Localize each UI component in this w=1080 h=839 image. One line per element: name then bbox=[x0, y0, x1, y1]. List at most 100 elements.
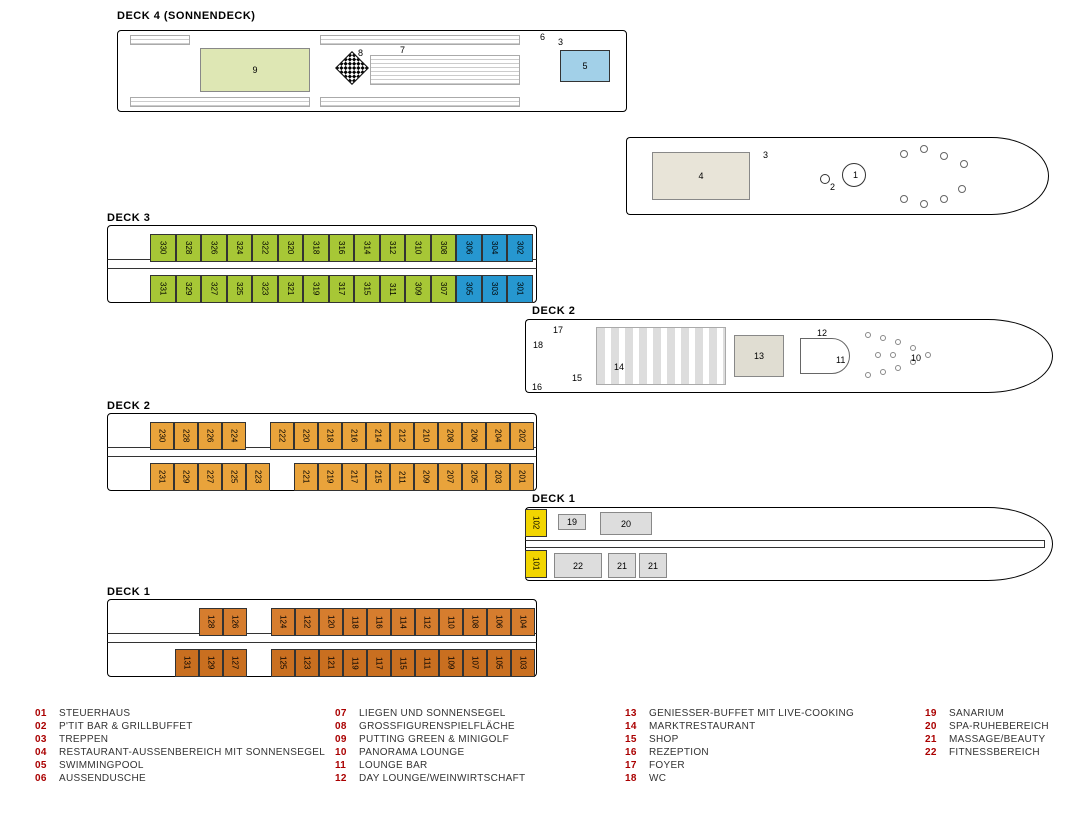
cabin-207: 207 bbox=[438, 463, 462, 491]
table-icon bbox=[958, 185, 966, 193]
cabin-305: 305 bbox=[456, 275, 482, 303]
cabin-126: 126 bbox=[223, 608, 247, 636]
area-5-num: 5 bbox=[582, 61, 587, 71]
cabin-308: 308 bbox=[431, 234, 457, 262]
legend-text: WC bbox=[649, 773, 666, 784]
legend-item: 03TREPPEN bbox=[35, 734, 335, 745]
legend-text: P'TIT BAR & GRILLBUFFET bbox=[59, 721, 193, 732]
legend-item: 13GENIESSER-BUFFET MIT LIVE-COOKING bbox=[625, 708, 925, 719]
area-num-7: 7 bbox=[400, 45, 405, 55]
legend-item: 15SHOP bbox=[625, 734, 925, 745]
cabin-210: 210 bbox=[414, 422, 438, 450]
legend-num: 15 bbox=[625, 734, 649, 745]
cabin-217: 217 bbox=[342, 463, 366, 491]
cabin-223: 223 bbox=[246, 463, 270, 491]
cabin-215: 215 bbox=[366, 463, 390, 491]
bar-icon bbox=[820, 174, 830, 184]
cabin-322: 322 bbox=[252, 234, 278, 262]
table-icon bbox=[900, 150, 908, 158]
cabin-229: 229 bbox=[174, 463, 198, 491]
deck4-label: DECK 4 (SONNENDECK) bbox=[117, 10, 255, 22]
table-icon bbox=[920, 200, 928, 208]
legend-num: 05 bbox=[35, 760, 59, 771]
cabin-321: 321 bbox=[278, 275, 304, 303]
legend-item: 04RESTAURANT-AUSSENBEREICH MIT SONNENSEG… bbox=[35, 747, 335, 758]
legend-num: 17 bbox=[625, 760, 649, 771]
legend: 01STEUERHAUS07LIEGEN UND SONNENSEGEL13GE… bbox=[35, 708, 1045, 784]
cabin-102: 102 bbox=[525, 509, 547, 537]
legend-text: RESTAURANT-AUSSENBEREICH MIT SONNENSEGEL bbox=[59, 747, 325, 758]
cabin-103: 103 bbox=[511, 649, 535, 677]
legend-text: LIEGEN UND SONNENSEGEL bbox=[359, 708, 506, 719]
legend-num: 16 bbox=[625, 747, 649, 758]
cabin-208: 208 bbox=[438, 422, 462, 450]
area-num-10: 10 bbox=[911, 353, 921, 363]
cabin-120: 120 bbox=[319, 608, 343, 636]
cabin-123: 123 bbox=[295, 649, 319, 677]
legend-text: AUSSENDUSCHE bbox=[59, 773, 146, 784]
cabin-204: 204 bbox=[486, 422, 510, 450]
legend-num: 20 bbox=[925, 721, 949, 732]
area-num-18: 18 bbox=[533, 340, 543, 350]
cabin-209: 209 bbox=[414, 463, 438, 491]
deck2r-label: DECK 2 bbox=[532, 305, 575, 317]
legend-item: 21MASSAGE/BEAUTY bbox=[925, 734, 1080, 745]
cabin-124: 124 bbox=[271, 608, 295, 636]
cabin-227: 227 bbox=[198, 463, 222, 491]
cabin-323: 323 bbox=[252, 275, 278, 303]
cabin-304: 304 bbox=[482, 234, 508, 262]
legend-num: 14 bbox=[625, 721, 649, 732]
legend-num: 11 bbox=[335, 760, 359, 771]
cabin-112: 112 bbox=[415, 608, 439, 636]
deck4-furniture bbox=[130, 35, 190, 45]
area-21: 21 bbox=[639, 553, 667, 578]
cabin-122: 122 bbox=[295, 608, 319, 636]
area-20: 20 bbox=[600, 512, 652, 535]
cabin-109: 109 bbox=[439, 649, 463, 677]
legend-text: FITNESSBEREICH bbox=[949, 747, 1040, 758]
cabin-117: 117 bbox=[367, 649, 391, 677]
legend-item: 01STEUERHAUS bbox=[35, 708, 335, 719]
area-num-15: 15 bbox=[572, 373, 582, 383]
legend-num: 13 bbox=[625, 708, 649, 719]
legend-num: 18 bbox=[625, 773, 649, 784]
legend-text: GENIESSER-BUFFET MIT LIVE-COOKING bbox=[649, 708, 854, 719]
cabin-105: 105 bbox=[487, 649, 511, 677]
cabin-218: 218 bbox=[318, 422, 342, 450]
cabin-118: 118 bbox=[343, 608, 367, 636]
area-num-8: 8 bbox=[358, 48, 363, 58]
area-num-11: 11 bbox=[836, 355, 845, 365]
cabin-127: 127 bbox=[223, 649, 247, 677]
deck2l-label: DECK 2 bbox=[107, 400, 150, 412]
area-num-1: 1 bbox=[853, 170, 858, 180]
cabin-114: 114 bbox=[391, 608, 415, 636]
deck4-furniture bbox=[130, 97, 310, 107]
legend-text: MASSAGE/BEAUTY bbox=[949, 734, 1045, 745]
cabin-226: 226 bbox=[198, 422, 222, 450]
cabin-202: 202 bbox=[510, 422, 534, 450]
legend-num: 06 bbox=[35, 773, 59, 784]
legend-text: FOYER bbox=[649, 760, 685, 771]
cabin-310: 310 bbox=[405, 234, 431, 262]
legend-text: SANARIUM bbox=[949, 708, 1004, 719]
deck2r-tables bbox=[596, 327, 726, 385]
putting-green: 9 bbox=[200, 48, 310, 92]
legend-num: 03 bbox=[35, 734, 59, 745]
deck4-furniture bbox=[320, 35, 520, 45]
cabin-315: 315 bbox=[354, 275, 380, 303]
cabin-221: 221 bbox=[294, 463, 318, 491]
cabin-106: 106 bbox=[487, 608, 511, 636]
legend-item: 17FOYER bbox=[625, 760, 925, 771]
deck1l-label: DECK 1 bbox=[107, 586, 150, 598]
legend-text: SPA-RUHEBEREICH bbox=[949, 721, 1049, 732]
area-4: 4 bbox=[652, 152, 750, 200]
cabin-121: 121 bbox=[319, 649, 343, 677]
cabin-203: 203 bbox=[486, 463, 510, 491]
legend-num: 02 bbox=[35, 721, 59, 732]
cabin-219: 219 bbox=[318, 463, 342, 491]
cabin-212: 212 bbox=[390, 422, 414, 450]
cabin-211: 211 bbox=[390, 463, 414, 491]
legend-num: 19 bbox=[925, 708, 949, 719]
cabin-324: 324 bbox=[227, 234, 253, 262]
area-num-2: 2 bbox=[830, 182, 835, 192]
